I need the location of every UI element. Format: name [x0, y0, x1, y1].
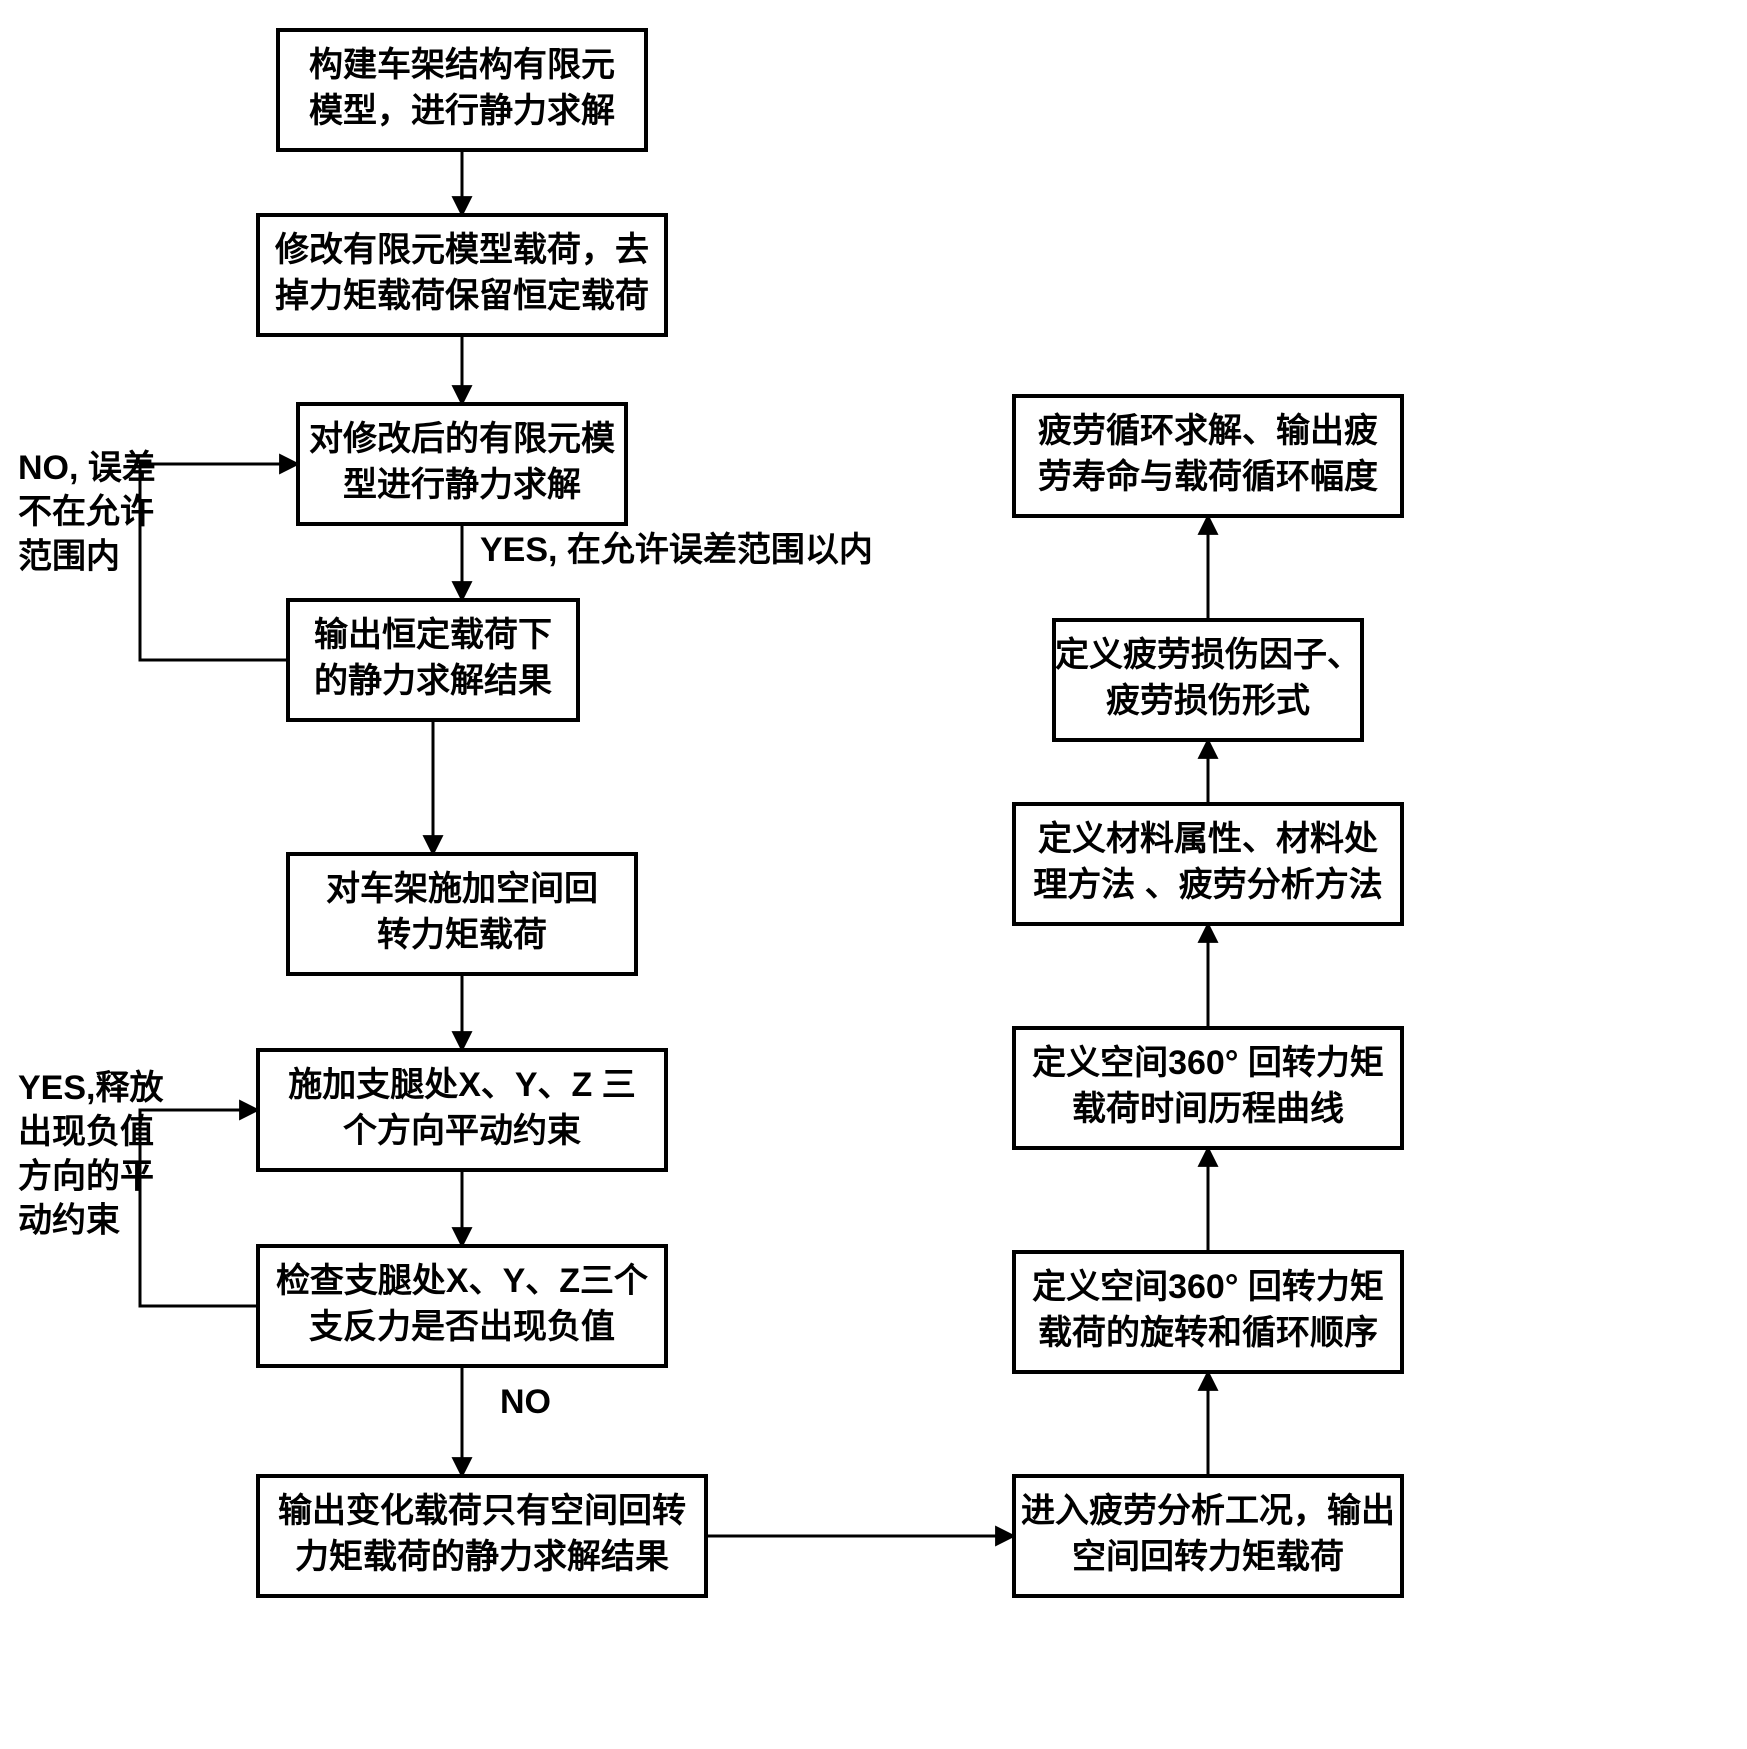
flow-box-b13: 定义疲劳损伤因子、疲劳损伤形式	[1054, 620, 1362, 740]
flow-box-label: 施加支腿处X、Y、Z 三	[288, 1066, 636, 1104]
flowchart-canvas: 构建车架结构有限元模型，进行静力求解修改有限元模型载荷，去掉力矩载荷保留恒定载荷…	[0, 0, 1747, 1749]
flow-box-b1: 构建车架结构有限元模型，进行静力求解	[278, 30, 646, 150]
flow-box-label: 型进行静力求解	[343, 466, 581, 504]
flow-box-b5: 对车架施加空间回转力矩载荷	[288, 854, 636, 974]
flow-box-b14: 疲劳循环求解、输出疲劳寿命与载荷循环幅度	[1014, 396, 1402, 516]
flow-box-label: 空间回转力矩载荷	[1072, 1538, 1344, 1576]
feedback-connector	[140, 1110, 258, 1306]
side-label-text: 不在允许	[18, 492, 154, 531]
flow-box-b11: 定义空间360° 回转力矩载荷时间历程曲线	[1014, 1028, 1402, 1148]
flow-box-label: 对车架施加空间回	[326, 870, 598, 908]
flow-box-label: 载荷时间历程曲线	[1072, 1090, 1344, 1128]
flow-box-label: 定义材料属性、材料处	[1038, 820, 1378, 858]
flow-box-b8: 输出变化载荷只有空间回转力矩载荷的静力求解结果	[258, 1476, 706, 1596]
flow-box-label: 力矩载荷的静力求解结果	[295, 1538, 669, 1576]
flow-box-label: 进入疲劳分析工况，输出	[1021, 1492, 1395, 1530]
side-label-text: 方向的平	[18, 1157, 154, 1195]
side-label-s1: NO, 误差不在允许范围内	[18, 449, 156, 575]
side-label-text: 动约束	[18, 1202, 120, 1240]
flow-box-b3: 对修改后的有限元模型进行静力求解	[298, 404, 626, 524]
side-label-s2: YES, 在允许误差范围以内	[480, 530, 873, 569]
side-label-text: YES,释放	[18, 1069, 163, 1107]
flow-box-label: 疲劳损伤形式	[1106, 682, 1310, 720]
flow-box-b6: 施加支腿处X、Y、Z 三个方向平动约束	[258, 1050, 666, 1170]
flow-box-label: 定义空间360° 回转力矩	[1032, 1268, 1384, 1306]
flow-box-label: 支反力是否出现负值	[309, 1308, 615, 1346]
flow-box-label: 劳寿命与载荷循环幅度	[1038, 457, 1378, 496]
flow-box-b7: 检查支腿处X、Y、Z三个支反力是否出现负值	[258, 1246, 666, 1366]
flow-box-label: 构建车架结构有限元	[309, 46, 615, 84]
flow-box-label: 输出恒定载荷下	[314, 616, 552, 654]
flow-box-label: 定义疲劳损伤因子、	[1055, 636, 1361, 674]
flow-box-label: 的静力求解结果	[314, 662, 552, 700]
flow-box-b10: 定义空间360° 回转力矩载荷的旋转和循环顺序	[1014, 1252, 1402, 1372]
flow-box-b9: 进入疲劳分析工况，输出空间回转力矩载荷	[1014, 1476, 1402, 1596]
flow-box-label: 模型，进行静力求解	[309, 92, 615, 130]
side-label-text: YES, 在允许误差范围以内	[480, 530, 873, 569]
flow-box-b2: 修改有限元模型载荷，去掉力矩载荷保留恒定载荷	[258, 215, 666, 335]
flow-box-label: 个方向平动约束	[343, 1112, 581, 1150]
side-label-text: NO	[500, 1383, 551, 1421]
side-label-text: 出现负值	[18, 1113, 154, 1151]
side-label-text: 范围内	[18, 537, 120, 575]
flow-box-label: 转力矩载荷	[377, 916, 547, 954]
flow-box-label: 理方法 、疲劳分析方法	[1033, 866, 1382, 904]
flow-box-label: 定义空间360° 回转力矩	[1032, 1044, 1384, 1082]
flow-box-b12: 定义材料属性、材料处理方法 、疲劳分析方法	[1014, 804, 1402, 924]
flow-box-b4: 输出恒定载荷下的静力求解结果	[288, 600, 578, 720]
flow-box-label: 掉力矩载荷保留恒定载荷	[275, 277, 649, 315]
flow-box-label: 输出变化载荷只有空间回转	[278, 1492, 686, 1530]
side-label-s4: NO	[500, 1383, 551, 1421]
flow-box-label: 载荷的旋转和循环顺序	[1038, 1314, 1378, 1352]
side-label-s3: YES,释放出现负值方向的平动约束	[18, 1069, 163, 1240]
flow-box-label: 疲劳循环求解、输出疲	[1038, 412, 1378, 450]
flow-box-label: 对修改后的有限元模	[309, 420, 615, 458]
flow-box-label: 检查支腿处X、Y、Z三个	[276, 1261, 648, 1300]
flow-box-label: 修改有限元模型载荷，去	[274, 231, 649, 269]
feedback-connector	[140, 464, 298, 660]
side-label-text: NO, 误差	[18, 449, 156, 487]
